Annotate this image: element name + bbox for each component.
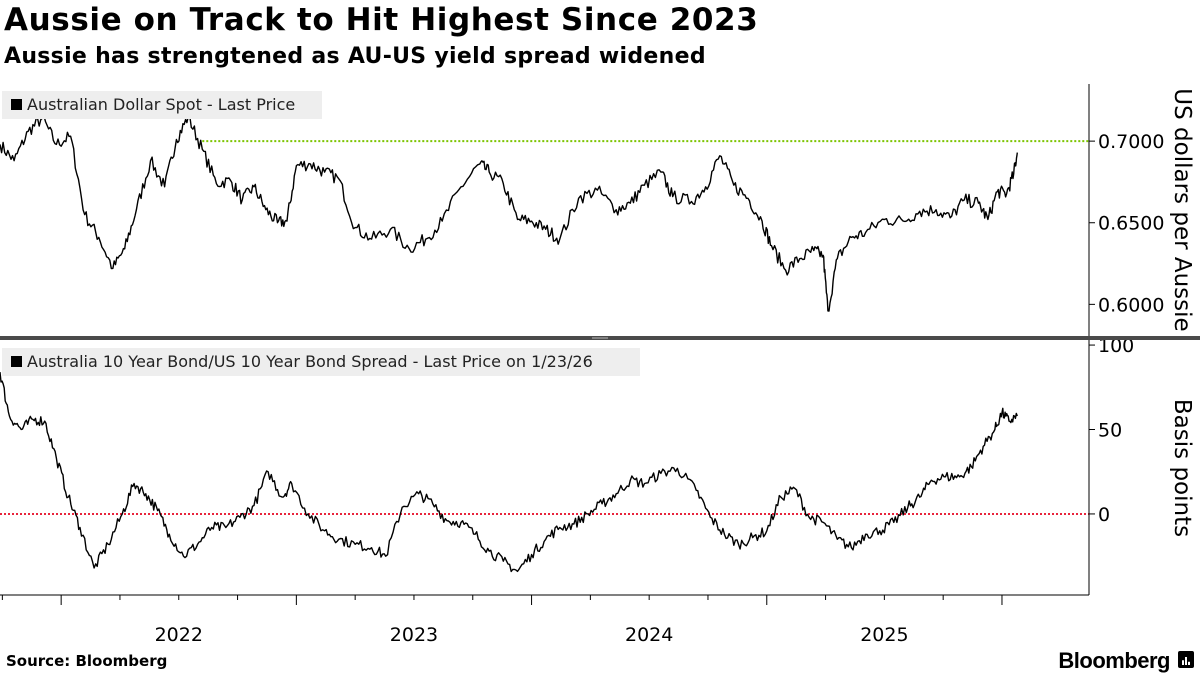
legend-label: Australia 10 Year Bond/US 10 Year Bond S… xyxy=(27,352,593,371)
x-tick-label: 2025 xyxy=(860,624,908,646)
bloomberg-terminal-icon xyxy=(1178,651,1194,668)
series-line-top xyxy=(0,114,1018,312)
legend-swatch xyxy=(11,99,22,110)
x-tick-label: 2022 xyxy=(155,624,203,646)
y-tick-label: 0 xyxy=(1098,504,1110,526)
y-tick-label: 0.6000 xyxy=(1098,294,1164,316)
panel-top: Australian Dollar Spot - Last Price 0.600… xyxy=(0,84,1195,337)
legend-top: Australian Dollar Spot - Last Price xyxy=(2,91,322,119)
brand-logo: Bloomberg xyxy=(1058,648,1170,673)
legend-box xyxy=(2,348,640,376)
y-tick-label: 50 xyxy=(1098,420,1122,442)
x-axis: 2022 2023 2024 2025 xyxy=(0,594,1089,646)
legend-box xyxy=(2,91,322,119)
y-tick-label: 100 xyxy=(1098,335,1134,357)
series-line-bottom xyxy=(0,372,1018,573)
chart-subtitle: Aussie has strengtened as AU-US yield sp… xyxy=(4,44,706,69)
y-axis-title: Basis points xyxy=(1169,399,1195,537)
x-tick-label: 2024 xyxy=(625,624,673,646)
source-note: Source: Bloomberg xyxy=(6,652,168,670)
y-tick-label: 0.7000 xyxy=(1098,131,1164,153)
y-axis-title: US dollars per Aussie xyxy=(1169,88,1195,331)
chart-title: Aussie on Track to Hit Highest Since 202… xyxy=(4,2,759,38)
legend-label: Australian Dollar Spot - Last Price xyxy=(27,95,295,114)
y-tick-label: 0.6500 xyxy=(1098,213,1164,235)
legend-bottom: Australia 10 Year Bond/US 10 Year Bond S… xyxy=(2,348,640,376)
panel-bottom: Australia 10 Year Bond/US 10 Year Bond S… xyxy=(0,335,1195,595)
legend-swatch xyxy=(11,356,22,367)
x-tick-label: 2023 xyxy=(390,624,438,646)
